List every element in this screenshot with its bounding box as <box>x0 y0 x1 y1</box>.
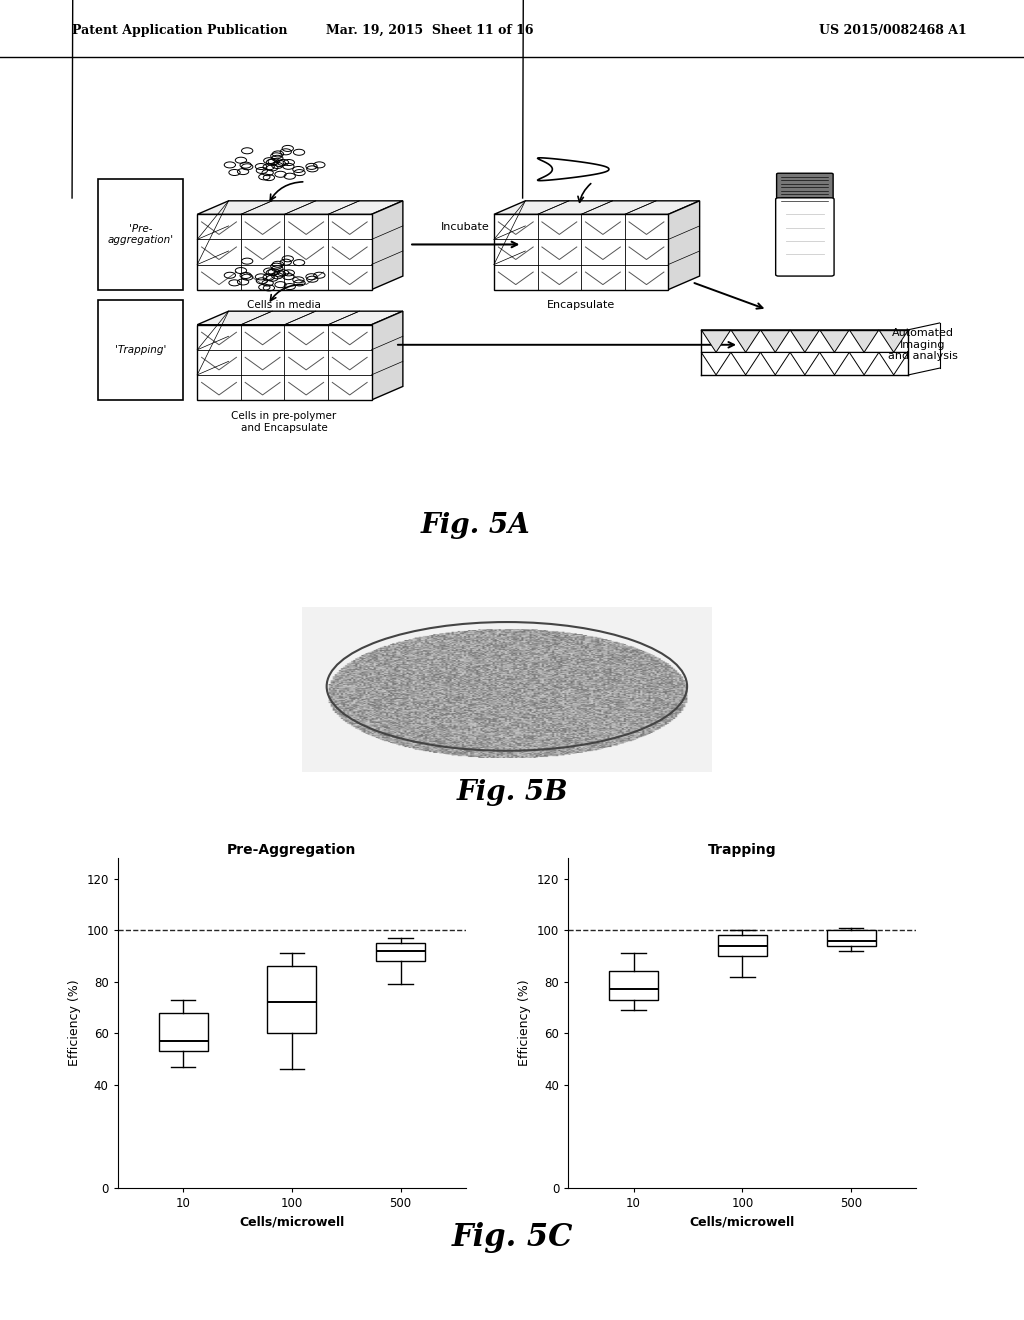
Polygon shape <box>198 214 372 289</box>
Polygon shape <box>849 352 879 375</box>
Polygon shape <box>791 352 819 375</box>
Text: Mar. 19, 2015  Sheet 11 of 16: Mar. 19, 2015 Sheet 11 of 16 <box>327 24 534 37</box>
Polygon shape <box>198 312 402 325</box>
X-axis label: Cells/microwell: Cells/microwell <box>240 1216 344 1229</box>
PathPatch shape <box>376 942 425 961</box>
Polygon shape <box>819 330 849 352</box>
FancyBboxPatch shape <box>98 180 183 289</box>
Text: Encapsulate: Encapsulate <box>547 300 614 310</box>
X-axis label: Cells/microwell: Cells/microwell <box>690 1216 795 1229</box>
PathPatch shape <box>267 966 316 1034</box>
Y-axis label: Efficiency (%): Efficiency (%) <box>68 979 81 1067</box>
Polygon shape <box>791 330 819 352</box>
Polygon shape <box>731 330 761 352</box>
Polygon shape <box>879 352 908 375</box>
Text: Cells in pre-polymer
and Encapsulate: Cells in pre-polymer and Encapsulate <box>231 411 337 433</box>
PathPatch shape <box>609 972 658 999</box>
Polygon shape <box>701 330 731 352</box>
FancyBboxPatch shape <box>775 198 835 276</box>
FancyBboxPatch shape <box>776 173 834 203</box>
PathPatch shape <box>718 936 767 956</box>
PathPatch shape <box>159 1012 208 1051</box>
Title: Trapping: Trapping <box>708 843 777 857</box>
Text: US 2015/0082468 A1: US 2015/0082468 A1 <box>819 24 967 37</box>
Polygon shape <box>372 201 402 289</box>
Polygon shape <box>494 201 699 214</box>
Text: Fig. 5C: Fig. 5C <box>452 1222 572 1253</box>
Text: 'Trapping': 'Trapping' <box>115 345 166 355</box>
Text: Fig. 5A: Fig. 5A <box>420 512 530 539</box>
PathPatch shape <box>826 931 876 945</box>
Text: Incubate: Incubate <box>441 222 490 232</box>
Polygon shape <box>538 158 609 181</box>
Polygon shape <box>198 325 372 400</box>
Polygon shape <box>761 330 791 352</box>
Text: Automated
Imaging
and analysis: Automated Imaging and analysis <box>888 329 957 362</box>
Polygon shape <box>372 312 402 400</box>
Polygon shape <box>761 352 791 375</box>
Polygon shape <box>819 352 849 375</box>
Polygon shape <box>731 352 761 375</box>
Text: Fig. 5B: Fig. 5B <box>456 779 568 805</box>
Polygon shape <box>669 201 699 289</box>
Text: 'Pre-
aggregation': 'Pre- aggregation' <box>108 223 174 246</box>
Polygon shape <box>701 352 731 375</box>
Text: Patent Application Publication: Patent Application Publication <box>72 24 287 37</box>
FancyBboxPatch shape <box>98 300 183 400</box>
Text: Cells in media: Cells in media <box>247 300 321 310</box>
Polygon shape <box>879 330 908 352</box>
Y-axis label: Efficiency (%): Efficiency (%) <box>518 979 531 1067</box>
Title: Pre-Aggregation: Pre-Aggregation <box>227 843 356 857</box>
Polygon shape <box>849 330 879 352</box>
Polygon shape <box>198 201 402 214</box>
Polygon shape <box>494 214 669 289</box>
